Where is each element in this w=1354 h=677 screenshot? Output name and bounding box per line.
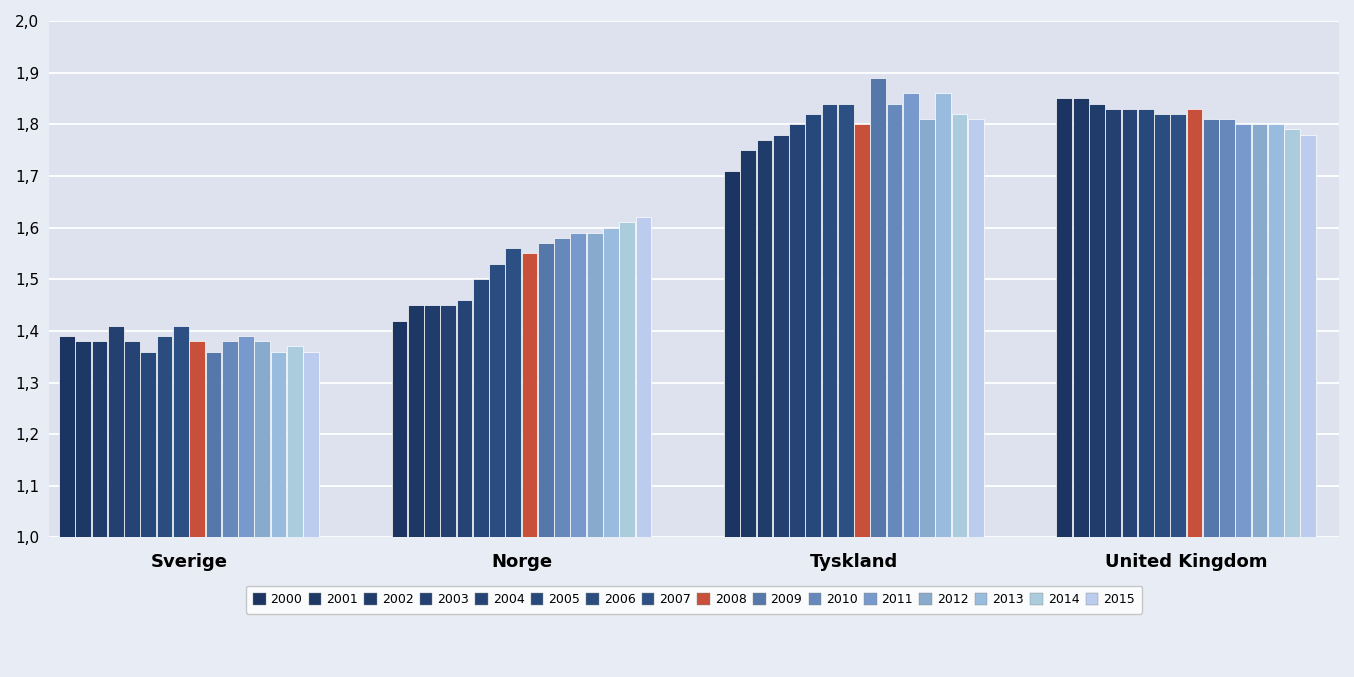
Bar xyxy=(1251,125,1267,538)
Bar xyxy=(76,341,91,538)
Bar xyxy=(854,125,869,538)
Bar xyxy=(1170,114,1186,538)
Bar xyxy=(1137,109,1154,538)
Bar xyxy=(238,336,253,538)
Bar xyxy=(822,104,837,538)
Bar xyxy=(505,248,521,538)
Bar xyxy=(741,150,756,538)
Bar xyxy=(1300,135,1316,538)
Bar xyxy=(473,279,489,538)
Bar xyxy=(903,93,918,538)
Bar xyxy=(1219,119,1235,538)
Bar xyxy=(1089,104,1105,538)
Bar xyxy=(408,305,424,538)
Bar xyxy=(554,238,570,538)
Bar xyxy=(968,119,984,538)
Bar xyxy=(871,78,886,538)
Bar xyxy=(724,171,739,538)
Bar xyxy=(489,264,505,538)
Bar xyxy=(1056,98,1072,538)
Bar xyxy=(424,305,440,538)
Bar xyxy=(806,114,821,538)
Bar xyxy=(157,336,172,538)
Bar xyxy=(190,341,204,538)
Bar xyxy=(271,351,286,538)
Bar xyxy=(1202,119,1219,538)
Bar xyxy=(173,326,188,538)
Legend: 2000, 2001, 2002, 2003, 2004, 2005, 2006, 2007, 2008, 2009, 2010, 2011, 2012, 20: 2000, 2001, 2002, 2003, 2004, 2005, 2006… xyxy=(245,586,1143,614)
Bar xyxy=(206,351,221,538)
Bar xyxy=(255,341,269,538)
Bar xyxy=(1284,129,1300,538)
Bar xyxy=(603,227,619,538)
Bar xyxy=(125,341,139,538)
Bar xyxy=(303,351,318,538)
Bar xyxy=(586,233,603,538)
Bar xyxy=(1267,125,1284,538)
Bar xyxy=(919,119,936,538)
Bar xyxy=(789,125,804,538)
Bar xyxy=(391,320,408,538)
Bar xyxy=(1235,125,1251,538)
Bar xyxy=(635,217,651,538)
Bar xyxy=(521,253,538,538)
Bar xyxy=(440,305,456,538)
Bar xyxy=(287,347,302,538)
Bar xyxy=(1072,98,1089,538)
Bar xyxy=(570,233,586,538)
Bar xyxy=(1186,109,1202,538)
Bar xyxy=(838,104,853,538)
Bar xyxy=(1154,114,1170,538)
Bar xyxy=(952,114,968,538)
Bar xyxy=(887,104,902,538)
Bar xyxy=(60,336,74,538)
Bar xyxy=(222,341,237,538)
Bar xyxy=(1121,109,1137,538)
Bar xyxy=(141,351,156,538)
Bar xyxy=(92,341,107,538)
Bar xyxy=(108,326,123,538)
Bar xyxy=(1105,109,1121,538)
Bar xyxy=(456,300,473,538)
Bar xyxy=(773,135,788,538)
Bar xyxy=(619,223,635,538)
Bar xyxy=(936,93,952,538)
Bar xyxy=(757,139,772,538)
Bar xyxy=(538,243,554,538)
